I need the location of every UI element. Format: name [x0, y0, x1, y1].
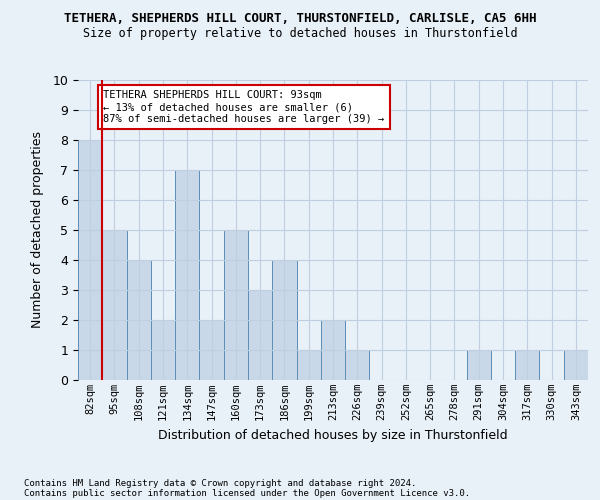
Bar: [78, 140, 102, 380]
Text: Size of property relative to detached houses in Thurstonfield: Size of property relative to detached ho…: [83, 28, 517, 40]
Y-axis label: Number of detached properties: Number of detached properties: [31, 132, 44, 328]
Bar: [564, 350, 588, 380]
Text: TETHERA, SHEPHERDS HILL COURT, THURSTONFIELD, CARLISLE, CA5 6HH: TETHERA, SHEPHERDS HILL COURT, THURSTONF…: [64, 12, 536, 26]
Bar: [272, 260, 296, 380]
Bar: [515, 350, 539, 380]
Bar: [175, 170, 199, 380]
Bar: [248, 290, 272, 380]
Bar: [467, 350, 491, 380]
Text: Contains HM Land Registry data © Crown copyright and database right 2024.: Contains HM Land Registry data © Crown c…: [24, 478, 416, 488]
Text: Contains public sector information licensed under the Open Government Licence v3: Contains public sector information licen…: [24, 488, 470, 498]
Bar: [224, 230, 248, 380]
Bar: [345, 350, 370, 380]
Bar: [296, 350, 321, 380]
Bar: [321, 320, 345, 380]
Bar: [102, 230, 127, 380]
X-axis label: Distribution of detached houses by size in Thurstonfield: Distribution of detached houses by size …: [158, 428, 508, 442]
Bar: [127, 260, 151, 380]
Bar: [151, 320, 175, 380]
Bar: [199, 320, 224, 380]
Text: TETHERA SHEPHERDS HILL COURT: 93sqm
← 13% of detached houses are smaller (6)
87%: TETHERA SHEPHERDS HILL COURT: 93sqm ← 13…: [103, 90, 385, 124]
